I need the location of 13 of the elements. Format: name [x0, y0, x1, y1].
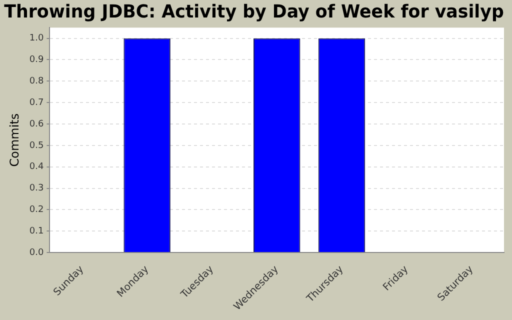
y-axis-title: Commits [7, 113, 22, 167]
y-tick-label: 1.0 [29, 34, 44, 44]
y-tick-label: 0.4 [29, 162, 44, 172]
y-tick-label: 0.3 [29, 184, 44, 194]
y-tick-label: 0.9 [29, 55, 44, 66]
chart-title: Throwing JDBC: Activity by Day of Week for vasilyp [4, 2, 504, 23]
y-tick-label: 0.0 [29, 248, 44, 258]
y-tick-label: 0.7 [29, 98, 44, 108]
y-tick-label: 0.2 [29, 205, 44, 216]
y-tick-label: 0.5 [29, 140, 44, 151]
y-tick-label: 0.8 [29, 76, 44, 87]
y-tick-label: 0.1 [29, 226, 44, 236]
y-tick-label: 0.6 [29, 119, 44, 130]
